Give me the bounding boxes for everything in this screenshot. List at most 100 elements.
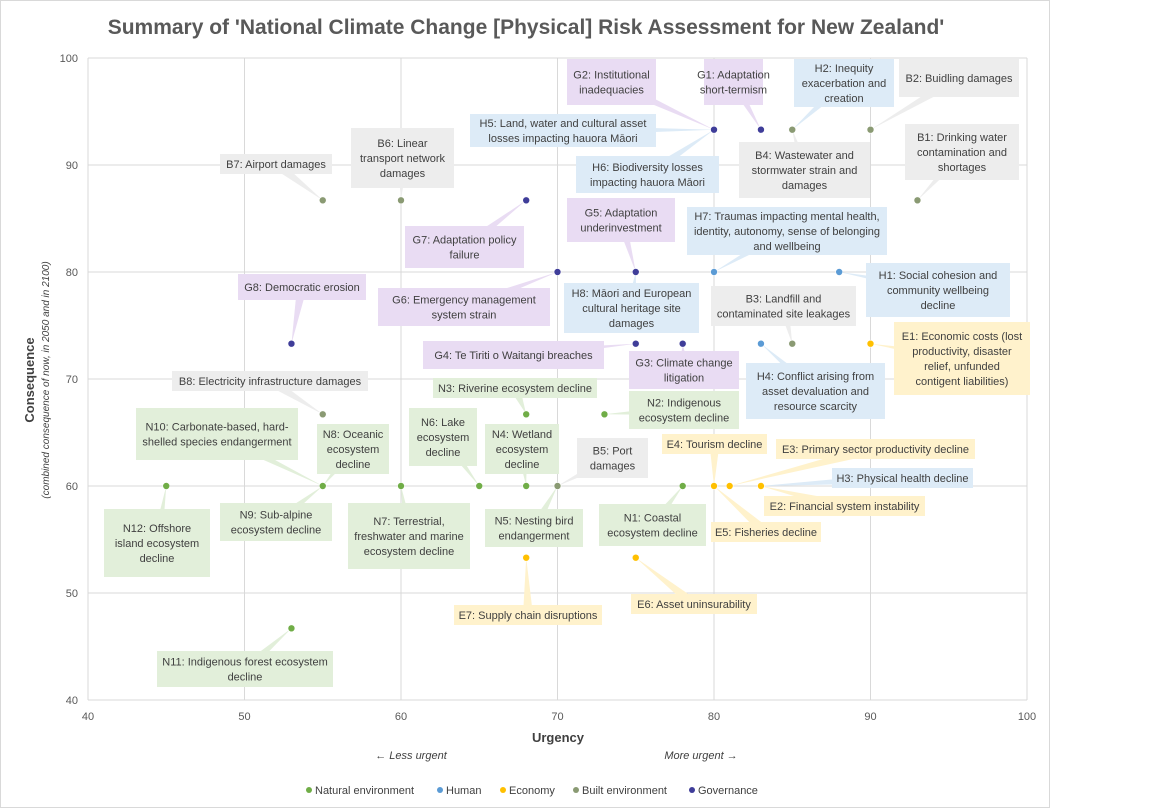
label-n12: N12: Offshore: [123, 523, 191, 535]
label-box-h1: [866, 263, 1010, 317]
label-box-h7: [687, 207, 887, 255]
data-point-b5: [553, 482, 562, 490]
label-b4: stormwater strain and: [752, 165, 858, 177]
label-g1: G1: Adaptation: [697, 70, 770, 82]
label-n9: ecosystem decline: [231, 525, 322, 537]
data-point-b2: [866, 125, 875, 134]
label-e1: E1: Economic costs (lost: [902, 331, 1022, 343]
y-axis-title: Consequence: [22, 337, 37, 422]
x-tick-label: 100: [1018, 711, 1036, 723]
legend-label-natural: Natural environment: [315, 785, 414, 797]
label-box-g2: [567, 59, 656, 105]
label-n3: N3: Riverine ecosystem decline: [438, 383, 592, 395]
label-n5: N5: Nesting bird: [495, 516, 574, 528]
label-box-n1: [599, 504, 706, 546]
label-box-e4: [662, 434, 767, 454]
data-point-n10: [318, 482, 327, 490]
label-h3: H3: Physical health decline: [836, 473, 968, 485]
label-box-b6: [351, 128, 454, 188]
data-point-h4: [757, 339, 765, 348]
label-box-g1: [704, 59, 763, 105]
legend-label-human: Human: [446, 785, 481, 797]
label-box-e2: [764, 496, 925, 516]
label-n6: N6: Lake: [421, 417, 465, 429]
label-box-g5: [567, 198, 675, 242]
label-b3: B3: Landfill and: [746, 294, 822, 306]
x-tick-label: 80: [708, 711, 720, 723]
label-box-n12: [104, 509, 210, 577]
label-b1: contamination and: [917, 147, 1007, 159]
data-point-n6: [475, 482, 484, 490]
label-b1: B1: Drinking water: [917, 132, 1007, 144]
label-box-n3: [433, 378, 597, 398]
label-box-g4: [423, 341, 604, 369]
data-point-b6: [397, 196, 405, 205]
label-g1: short-termism: [700, 85, 767, 97]
label-n7: N7: Terrestrial,: [373, 516, 444, 528]
data-point-g6: [553, 268, 562, 276]
label-g5: G5: Adaptation: [585, 208, 658, 220]
label-n9: N9: Sub-alpine: [240, 510, 313, 522]
label-n11: N11: Indigenous forest ecosystem: [162, 657, 328, 669]
label-g6: G6: Emergency management: [392, 295, 536, 307]
label-b4: damages: [782, 180, 828, 192]
label-box-b8: [172, 371, 368, 391]
x-tick-label: 40: [82, 711, 94, 723]
label-h6: H6: Biodiversity losses: [592, 162, 703, 174]
data-point-n3: [522, 410, 531, 419]
label-box-n11: [157, 651, 333, 687]
data-point-e7: [522, 553, 531, 562]
label-h5: losses impacting hauora Māori: [488, 133, 637, 145]
data-point-b1: [913, 196, 922, 205]
callout-pointer-e7: [523, 557, 533, 616]
data-point-g1: [757, 125, 765, 134]
label-g7: failure: [450, 250, 480, 262]
y-tick-label: 100: [60, 53, 78, 65]
data-point-b4: [788, 125, 797, 134]
label-box-e3: [776, 439, 975, 459]
label-box-b1: [905, 124, 1019, 180]
label-box-h3: [832, 468, 973, 488]
label-b5: damages: [590, 461, 636, 473]
chart-frame: Summary of 'National Climate Change [Phy…: [0, 0, 1050, 808]
data-point-b8: [318, 410, 327, 419]
label-box-b2: [899, 59, 1019, 97]
label-h2: H2: Inequity: [815, 63, 874, 75]
label-n4: N4: Wetland: [492, 429, 552, 441]
legend-marker-governance: [689, 787, 695, 793]
data-point-e6: [631, 553, 640, 562]
label-box-h4: [746, 363, 885, 419]
label-n8: decline: [336, 459, 371, 471]
label-g4: G4: Te Tiriti o Waitangi breaches: [434, 350, 593, 362]
legend-label-economy: Economy: [509, 785, 555, 797]
label-n7: ecosystem decline: [364, 546, 455, 558]
data-point-b3: [788, 339, 797, 348]
label-h8: H8: Māori and European: [572, 288, 692, 300]
label-box-g8: [238, 274, 366, 300]
label-h4: resource scarcity: [774, 401, 858, 413]
label-n1: N1: Coastal: [624, 513, 681, 525]
label-e1: relief, unfunded: [924, 361, 1000, 373]
label-n6: ecosystem: [417, 432, 470, 444]
label-h7: and wellbeing: [753, 241, 820, 253]
callout-pointer-g8: [291, 286, 307, 344]
label-n10: N10: Carbonate-based, hard-: [145, 422, 288, 434]
label-box-g7: [405, 226, 524, 268]
label-b6: damages: [380, 168, 426, 180]
label-g8: G8: Democratic erosion: [244, 282, 360, 294]
label-box-n4: [485, 424, 559, 474]
label-g3: litigation: [664, 373, 704, 385]
data-point-g3: [678, 339, 687, 348]
label-b8: B8: Electricity infrastructure damages: [179, 376, 362, 388]
label-b2: B2: Buidling damages: [905, 73, 1013, 85]
label-h7: identity, autonomy, sense of belonging: [694, 226, 880, 238]
y-tick-label: 40: [66, 695, 78, 707]
label-b4: B4: Wastewater and: [755, 150, 854, 162]
label-h5: H5: Land, water and cultural asset: [480, 118, 647, 130]
label-box-h6: [576, 156, 719, 193]
legend-label-governance: Governance: [698, 785, 758, 797]
label-box-h8: [564, 283, 699, 333]
data-point-n11: [287, 624, 296, 633]
label-box-g3: [629, 351, 739, 389]
label-n8: ecosystem: [327, 444, 380, 456]
